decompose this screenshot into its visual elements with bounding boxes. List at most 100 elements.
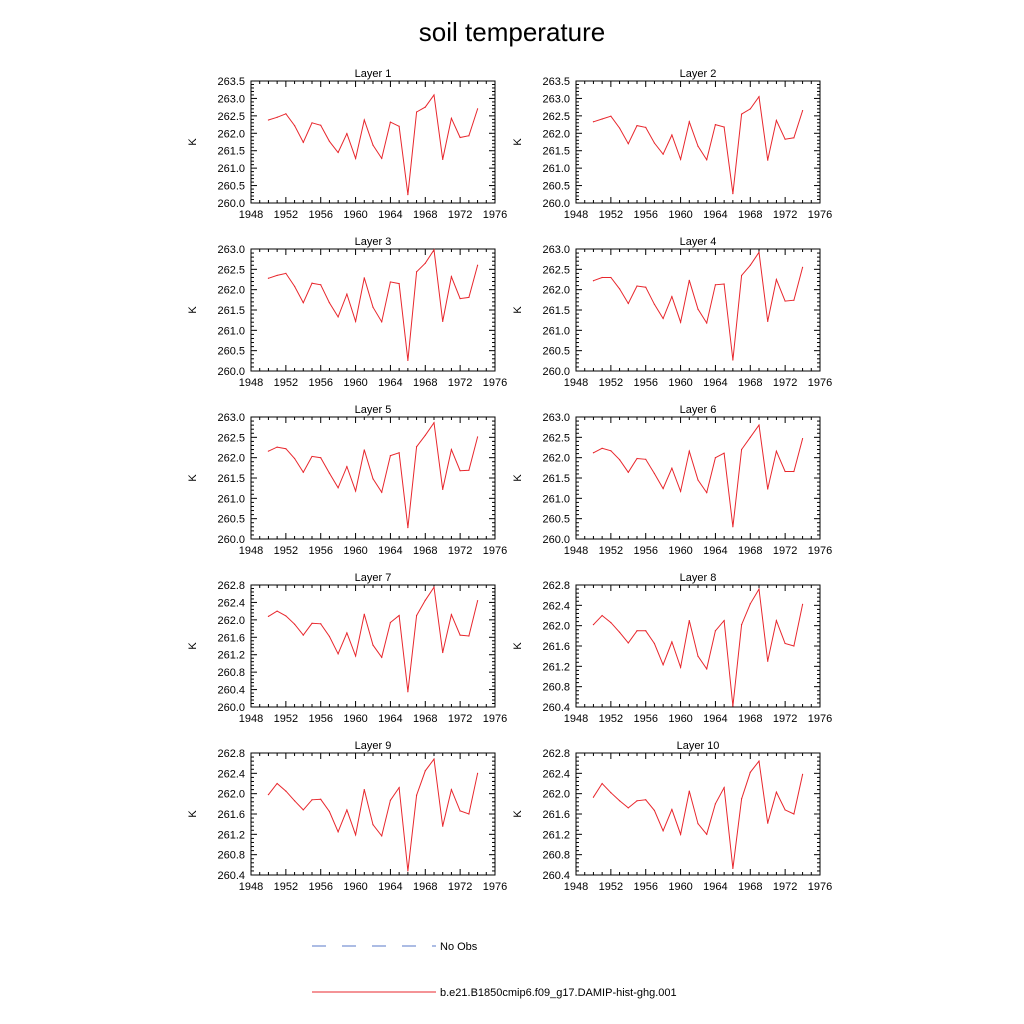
x-tick-label: 1964 <box>703 881 727 893</box>
y-axis-label: K <box>512 138 524 146</box>
data-point <box>610 115 612 117</box>
data-point <box>653 472 656 475</box>
data-point <box>450 614 453 616</box>
data-point <box>363 449 365 451</box>
data-point <box>697 655 699 657</box>
data-point <box>389 121 392 123</box>
x-tick-label: 1972 <box>448 377 472 389</box>
x-tick-label: 1960 <box>343 545 367 557</box>
data-point <box>398 125 400 127</box>
data-point <box>381 656 383 658</box>
data-point <box>468 469 470 471</box>
x-tick-label: 1960 <box>343 377 367 389</box>
x-tick-label: 1948 <box>564 209 588 221</box>
y-axis-label: K <box>187 642 199 650</box>
y-tick-label: 261.6 <box>542 641 570 653</box>
data-point <box>389 455 392 457</box>
data-point <box>354 834 357 836</box>
data-point <box>363 277 365 279</box>
data-point <box>801 266 804 268</box>
y-tick-label: 262.8 <box>217 748 245 760</box>
data-point <box>784 300 786 302</box>
data-point <box>424 262 426 264</box>
data-point <box>749 108 751 110</box>
data-point <box>372 824 374 826</box>
y-tick-label: 263.0 <box>542 412 570 424</box>
x-tick-label: 1976 <box>483 713 507 725</box>
data-point <box>636 800 638 802</box>
data-point <box>723 619 725 622</box>
x-tick-label: 1960 <box>668 713 692 725</box>
data-point <box>389 621 392 624</box>
chart-panel-2: Layer 2 K 1948 1952 1956 1960 1964 1968 1972 1976… <box>512 68 832 221</box>
y-tick-label: 260.0 <box>217 534 245 546</box>
data-point <box>293 800 296 802</box>
x-tick-label: 1964 <box>703 377 727 389</box>
data-point <box>627 143 629 145</box>
data-point <box>311 282 313 284</box>
data-point <box>328 635 331 638</box>
data-point <box>610 792 612 794</box>
y-tick-label: 262.5 <box>542 264 570 276</box>
y-tick-label: 263.0 <box>217 244 245 256</box>
data-point <box>476 772 479 774</box>
x-tick-label: 1960 <box>668 545 692 557</box>
data-point <box>285 113 287 115</box>
data-point <box>276 446 278 448</box>
data-point <box>285 448 287 450</box>
data-point <box>627 471 629 473</box>
data-point <box>459 810 461 812</box>
data-point <box>389 281 392 283</box>
data-point <box>407 194 409 196</box>
x-tick-label: 1956 <box>633 545 657 557</box>
data-point <box>328 472 331 474</box>
data-point <box>354 320 357 322</box>
y-tick-label: 261.5 <box>217 146 245 158</box>
data-point <box>671 134 673 136</box>
data-point <box>442 320 444 322</box>
x-tick-label: 1948 <box>239 209 263 221</box>
data-point <box>381 491 383 493</box>
data-point <box>679 158 682 161</box>
y-tick-label: 260.5 <box>217 346 245 358</box>
data-point <box>407 870 409 872</box>
data-point <box>311 622 313 624</box>
data-point <box>276 610 278 612</box>
data-point <box>398 614 400 617</box>
x-tick-label: 1948 <box>239 377 263 389</box>
x-tick-label: 1956 <box>633 209 657 221</box>
data-point <box>450 276 453 278</box>
data-point <box>645 799 647 801</box>
data-point <box>459 470 461 472</box>
data-point <box>767 159 769 161</box>
panel-title: Layer 5 <box>355 404 392 416</box>
data-point <box>714 284 717 286</box>
data-point <box>671 467 673 469</box>
y-tick-label: 262.0 <box>217 128 245 140</box>
y-axis-label: K <box>187 474 199 482</box>
y-tick-label: 262.8 <box>217 580 245 592</box>
chart-panel-7: Layer 7 K 1948 1952 1956 1960 1964 1968 1972 1976… <box>187 572 507 725</box>
data-point <box>627 302 629 305</box>
x-tick-label: 1964 <box>378 545 402 557</box>
plot-frame <box>575 584 821 708</box>
data-point <box>415 111 418 113</box>
data-point <box>476 600 479 602</box>
data-point <box>398 786 400 789</box>
data-point <box>311 122 313 124</box>
data-point <box>758 588 760 590</box>
data-point <box>697 145 699 147</box>
data-point <box>372 478 374 480</box>
data-point <box>758 424 760 426</box>
data-point <box>363 789 365 791</box>
y-axis-label: K <box>512 474 524 482</box>
data-point <box>407 359 409 362</box>
y-tick-label: 260.0 <box>542 366 570 378</box>
data-point <box>636 457 638 460</box>
x-tick-label: 1968 <box>413 377 437 389</box>
data-point <box>267 450 270 452</box>
data-point <box>653 642 656 645</box>
data-point <box>415 614 418 617</box>
y-tick-label: 261.5 <box>217 305 245 317</box>
